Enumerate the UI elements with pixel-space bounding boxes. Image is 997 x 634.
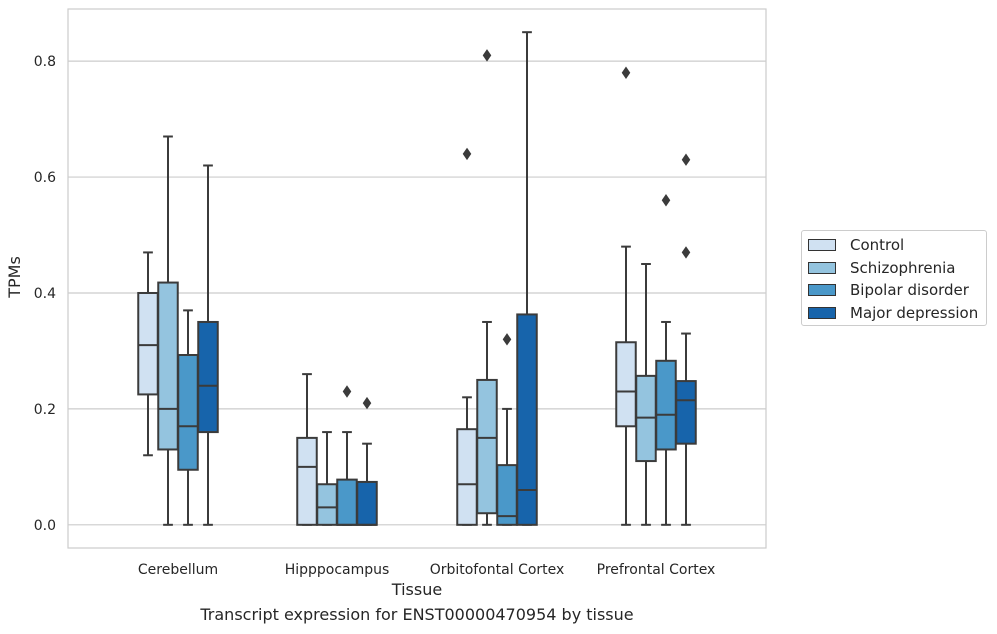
boxes: [137, 31, 697, 526]
outlier-point: [681, 246, 691, 259]
y-axis-label: TPMs: [5, 256, 24, 299]
legend-label: Schizophrenia: [850, 259, 956, 277]
x-tick-label: Hipppocampus: [285, 562, 390, 578]
x-axis-ticks: Cerebellum Hipppocampus Orbitofontal Corte…: [138, 562, 715, 578]
box: [615, 341, 637, 428]
outlier-point: [362, 396, 372, 410]
box: [516, 313, 538, 526]
legend: Control Schizophrenia Bipolar disorder M…: [801, 230, 987, 326]
outlier-point: [661, 194, 671, 207]
legend-swatch-major-depression: [808, 307, 836, 319]
legend-item-major-depression: Major depression: [808, 303, 978, 323]
outlier-point: [681, 153, 691, 166]
outlier-point: [621, 66, 631, 79]
x-tick-label: Prefrontal Cortex: [597, 562, 716, 578]
box: [177, 354, 199, 471]
legend-swatch-schizophrenia: [808, 262, 836, 274]
box: [476, 378, 498, 515]
y-tick-label: 0.0: [34, 518, 56, 534]
box: [336, 478, 358, 526]
legend-swatch-control: [808, 239, 836, 251]
box: [456, 428, 478, 526]
outlier-point: [482, 49, 492, 62]
outlier-point: [342, 385, 352, 398]
y-tick-label: 0.8: [34, 54, 56, 70]
box: [296, 436, 318, 526]
box: [316, 483, 338, 526]
x-tick-label: Cerebellum: [138, 562, 218, 578]
legend-item-schizophrenia: Schizophrenia: [808, 258, 955, 278]
legend-item-bipolar-disorder: Bipolar disorder: [808, 280, 969, 300]
legend-item-control: Control: [808, 235, 904, 255]
x-axis-label: Tissue: [391, 580, 442, 599]
box: [197, 320, 219, 434]
outlier-point: [502, 333, 512, 346]
outlier-point: [462, 147, 472, 161]
y-tick-label: 0.6: [34, 170, 56, 186]
x-tick-label: Orbitofontal Cortex: [430, 562, 565, 578]
y-axis-ticks: 0.0 0.2 0.4 0.6 0.8: [34, 54, 56, 534]
y-tick-label: 0.4: [34, 286, 56, 302]
box: [356, 480, 378, 526]
legend-label: Control: [850, 236, 905, 254]
legend-label: Bipolar disorder: [850, 281, 969, 299]
legend-label: Major depression: [850, 304, 979, 322]
y-tick-label: 0.2: [34, 402, 56, 418]
box: [655, 359, 677, 451]
box: [157, 281, 179, 451]
box: [675, 380, 697, 445]
box: [137, 291, 159, 396]
plot-area-frame: [67, 8, 767, 549]
legend-swatch-bipolar-disorder: [808, 284, 836, 296]
figure-caption: Transcript expression for ENST0000047095…: [200, 605, 634, 624]
